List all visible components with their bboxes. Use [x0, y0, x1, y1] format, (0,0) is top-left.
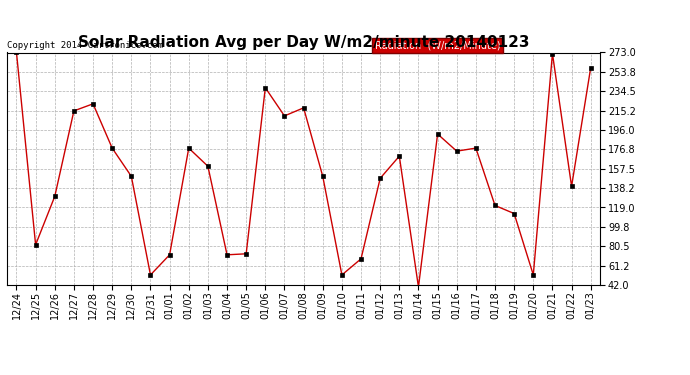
- Title: Solar Radiation Avg per Day W/m2/minute 20140123: Solar Radiation Avg per Day W/m2/minute …: [78, 35, 529, 50]
- Text: Copyright 2014 Cartronics.com: Copyright 2014 Cartronics.com: [7, 41, 163, 50]
- Text: Radiation  (W/m2/Minute): Radiation (W/m2/Minute): [375, 40, 500, 50]
